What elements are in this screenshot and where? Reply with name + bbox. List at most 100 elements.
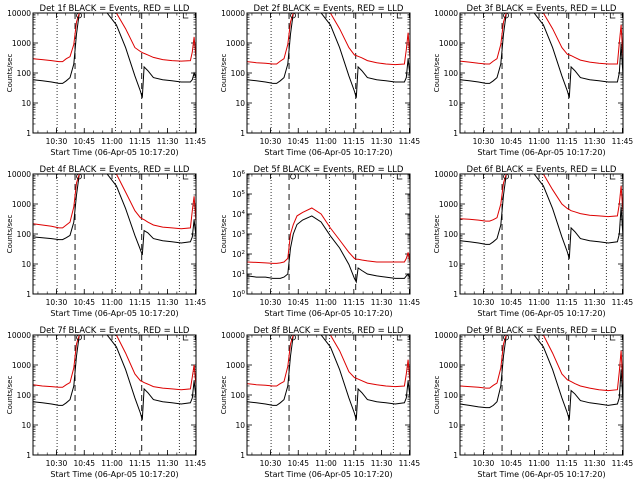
x-tick-label: 11:00 xyxy=(528,459,550,468)
y-tick-label: 100 xyxy=(232,290,246,299)
x-tick-label: 11:15 xyxy=(343,137,365,146)
chart-title: Det 8f BLACK = Events, RED = LLD xyxy=(254,326,404,336)
y-tick-label: 1000 xyxy=(12,39,31,48)
chart-title: Det 7f BLACK = Events, RED = LLD xyxy=(40,326,190,336)
y-tick-label: 1 xyxy=(453,451,458,460)
y-tick-label: 1 xyxy=(240,129,245,138)
chart-title: Det 2f BLACK = Events, RED = LLD xyxy=(254,4,404,14)
y-tick-label: 10000 xyxy=(7,170,31,179)
y-tick-label: 1 xyxy=(26,129,31,138)
x-tick-label: 10:30 xyxy=(260,137,282,146)
y-tick-label: 10 xyxy=(448,421,458,430)
y-tick-label: 101 xyxy=(232,270,245,279)
x-tick-label: 11:15 xyxy=(343,459,365,468)
x-tick-label: 11:45 xyxy=(612,137,634,146)
series-line-lld xyxy=(246,207,411,264)
x-axis-label: Start Time (06-Apr-05 10:17:20) xyxy=(477,148,605,157)
y-tick-label: 10000 xyxy=(221,331,245,340)
y-tick-label: 1000 xyxy=(226,39,245,48)
y-tick-label: 1000 xyxy=(226,361,245,370)
y-tick-label: 100 xyxy=(444,391,459,400)
y-tick-label: 100 xyxy=(17,391,32,400)
y-tick-label: 10000 xyxy=(7,9,31,18)
chart-title: Det 6f BLACK = Events, RED = LLD xyxy=(467,165,617,175)
chart-panel-5: Det 5f BLACK = Events, RED = LLD Counts/s… xyxy=(220,165,420,318)
plot-frame xyxy=(32,173,197,295)
plot-frame xyxy=(459,173,624,295)
x-tick-label: 10:45 xyxy=(500,298,522,307)
x-tick-label: 11:15 xyxy=(556,298,578,307)
chart-title: Det 5f BLACK = Events, RED = LLD xyxy=(254,165,404,175)
y-axis-label: Counts/sec xyxy=(220,215,228,254)
y-tick-label: 1000 xyxy=(12,361,31,370)
y-axis-label: Counts/sec xyxy=(433,376,441,415)
y-tick-label: 10 xyxy=(21,260,31,269)
y-axis-label: Counts/sec xyxy=(6,54,14,93)
x-tick-label: 11:30 xyxy=(584,298,606,307)
x-tick-label: 11:45 xyxy=(185,137,207,146)
plot-frame xyxy=(32,334,197,456)
chart-panel-9: Det 9f BLACK = Events, RED = LLD Counts/s… xyxy=(433,326,633,479)
series-line-events xyxy=(459,12,624,98)
x-tick-label: 11:00 xyxy=(101,298,123,307)
x-tick-label: 11:45 xyxy=(612,298,634,307)
plot-frame xyxy=(459,334,624,456)
corner-marker xyxy=(396,13,403,19)
chart-title: Det 4f BLACK = Events, RED = LLD xyxy=(40,165,190,175)
series-line-lld xyxy=(459,12,624,65)
plot-frame xyxy=(459,12,624,134)
y-tick-label: 106 xyxy=(232,170,246,179)
plot-frame xyxy=(246,173,411,295)
corner-marker xyxy=(396,335,403,341)
series-line-events xyxy=(32,12,197,98)
chart-panel-1: Det 1f BLACK = Events, RED = LLD Counts/s… xyxy=(6,4,206,157)
x-tick-label: 11:45 xyxy=(612,459,634,468)
x-tick-label: 10:45 xyxy=(287,137,309,146)
x-axis-label: Start Time (06-Apr-05 10:17:20) xyxy=(50,470,178,479)
y-tick-label: 100 xyxy=(231,391,246,400)
corner-marker xyxy=(182,174,189,180)
x-axis-label: Start Time (06-Apr-05 10:17:20) xyxy=(477,309,605,318)
x-tick-label: 10:30 xyxy=(46,137,68,146)
y-tick-label: 102 xyxy=(232,250,245,259)
x-tick-label: 11:30 xyxy=(157,137,179,146)
chart-panel-2: Det 2f BLACK = Events, RED = LLD Counts/s… xyxy=(220,4,420,157)
x-tick-label: 10:45 xyxy=(287,459,309,468)
x-tick-label: 10:45 xyxy=(500,137,522,146)
series-line-lld xyxy=(246,334,411,388)
x-tick-label: 11:45 xyxy=(399,459,421,468)
corner-marker xyxy=(182,13,189,19)
series-line-lld xyxy=(459,173,624,222)
y-tick-label: 10000 xyxy=(7,331,31,340)
y-axis-label: Counts/sec xyxy=(220,376,228,415)
chart-title: Det 9f BLACK = Events, RED = LLD xyxy=(467,326,617,336)
x-tick-label: 10:45 xyxy=(73,459,95,468)
x-axis-label: Start Time (06-Apr-05 10:17:20) xyxy=(50,148,178,157)
x-tick-label: 11:00 xyxy=(315,298,337,307)
series-line-events xyxy=(459,173,624,259)
x-tick-label: 11:30 xyxy=(584,459,606,468)
y-axis-label: Counts/sec xyxy=(6,376,14,415)
x-tick-label: 10:30 xyxy=(473,298,495,307)
y-tick-label: 104 xyxy=(232,210,246,219)
x-tick-label: 11:15 xyxy=(556,137,578,146)
plot-frame xyxy=(32,12,197,134)
y-tick-label: 10 xyxy=(235,421,245,430)
y-tick-label: 103 xyxy=(232,230,246,239)
y-tick-label: 100 xyxy=(17,230,32,239)
y-tick-label: 1000 xyxy=(12,200,31,209)
y-tick-label: 1 xyxy=(453,129,458,138)
y-tick-label: 10 xyxy=(21,99,31,108)
x-tick-label: 11:45 xyxy=(185,459,207,468)
y-tick-label: 10 xyxy=(235,99,245,108)
chart-title: Det 1f BLACK = Events, RED = LLD xyxy=(40,4,190,14)
x-tick-label: 10:30 xyxy=(46,298,68,307)
x-tick-label: 11:30 xyxy=(371,298,393,307)
x-tick-label: 11:00 xyxy=(315,137,337,146)
y-tick-label: 100 xyxy=(231,69,246,78)
y-tick-label: 10000 xyxy=(221,9,245,18)
series-line-events xyxy=(246,334,411,420)
x-tick-label: 10:30 xyxy=(473,137,495,146)
x-tick-label: 11:00 xyxy=(101,459,123,468)
series-line-events xyxy=(459,334,624,420)
